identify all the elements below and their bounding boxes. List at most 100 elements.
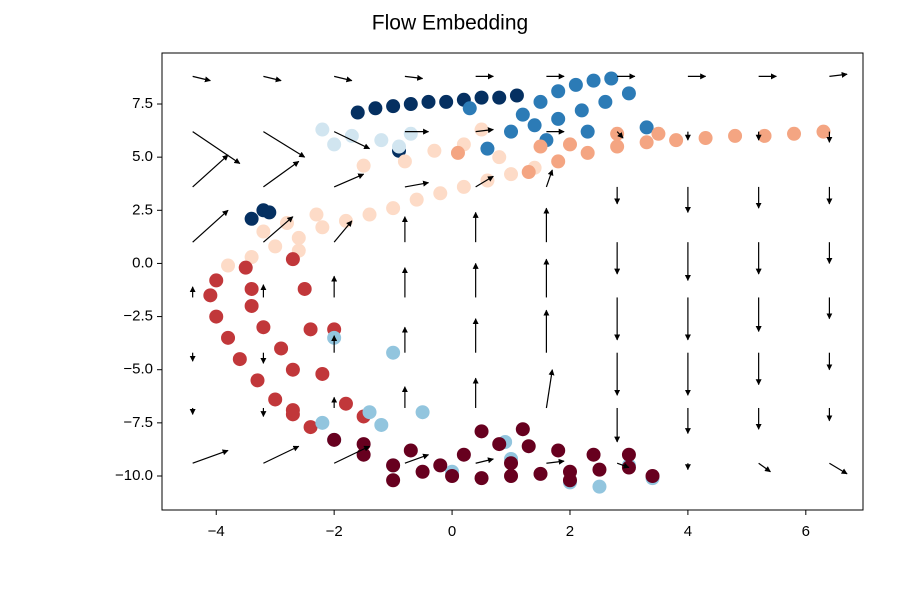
point	[480, 173, 495, 188]
point	[250, 373, 265, 388]
y-tick-label: −5.0	[123, 361, 153, 378]
flow-arrow	[192, 75, 211, 83]
point	[397, 154, 412, 169]
point	[297, 281, 312, 296]
point	[244, 211, 259, 226]
point	[515, 107, 530, 122]
point	[303, 420, 318, 435]
point	[362, 405, 377, 420]
x-tick-label: 2	[566, 523, 574, 540]
point	[551, 111, 566, 126]
point	[698, 131, 713, 146]
point	[669, 133, 684, 148]
y-tick-label: 2.5	[132, 201, 153, 218]
flow-arrow	[192, 449, 229, 464]
point	[274, 341, 289, 356]
point	[421, 94, 436, 109]
point	[445, 468, 460, 483]
y-tick-label: 0.0	[132, 254, 153, 271]
flow-arrow	[616, 131, 624, 139]
flow-arrow	[404, 74, 424, 81]
point	[621, 86, 636, 101]
point	[374, 417, 389, 432]
point	[221, 258, 236, 273]
point	[392, 139, 407, 154]
point	[474, 471, 489, 486]
flow-arrow	[263, 131, 306, 158]
point	[285, 362, 300, 377]
point	[338, 396, 353, 411]
point	[551, 154, 566, 169]
point	[221, 330, 236, 345]
point	[350, 105, 365, 120]
point	[315, 122, 330, 137]
point	[639, 120, 654, 135]
point	[610, 126, 625, 141]
point	[327, 432, 342, 447]
point	[439, 94, 454, 109]
point	[256, 224, 271, 239]
point	[356, 158, 371, 173]
point	[604, 71, 619, 86]
flow-arrow	[263, 75, 282, 83]
flow-arrow	[616, 462, 630, 469]
flow-arrow	[829, 71, 848, 78]
x-tick-label: 0	[448, 523, 456, 540]
flow-arrow	[263, 160, 300, 188]
y-tick-label: 5.0	[132, 148, 153, 165]
point	[403, 97, 418, 112]
point	[386, 201, 401, 216]
flow-arrow	[333, 220, 353, 243]
point	[651, 126, 666, 141]
point	[427, 143, 442, 158]
point	[433, 186, 448, 201]
point	[527, 118, 542, 133]
point	[386, 345, 401, 360]
y-tick-label: −7.5	[123, 414, 153, 431]
point	[232, 352, 247, 367]
x-tick-label: −4	[208, 523, 225, 540]
point	[610, 139, 625, 154]
point	[592, 462, 607, 477]
point	[386, 473, 401, 488]
flow-arrow	[263, 445, 300, 464]
point	[403, 126, 418, 141]
point	[474, 424, 489, 439]
flow-arrow	[192, 131, 241, 165]
y-tick-label: −10.0	[115, 467, 153, 484]
point	[433, 458, 448, 473]
point	[586, 73, 601, 88]
plot-frame	[161, 52, 864, 511]
flow-arrow	[475, 175, 494, 188]
point	[533, 139, 548, 154]
point	[362, 207, 377, 222]
point	[209, 309, 224, 324]
point	[262, 205, 277, 220]
flow-arrow	[404, 180, 430, 188]
flow-arrow	[192, 154, 229, 188]
flow-arrow	[333, 445, 371, 464]
point	[456, 179, 471, 194]
x-tick-label: −2	[326, 523, 343, 540]
flow-arrow	[192, 209, 229, 243]
point	[757, 128, 772, 143]
x-tick-label: 6	[802, 523, 810, 540]
point	[415, 464, 430, 479]
point	[462, 101, 477, 116]
point	[580, 145, 595, 160]
point	[586, 447, 601, 462]
point	[816, 124, 831, 139]
flow-arrow	[758, 462, 771, 473]
point	[521, 439, 536, 454]
point	[244, 298, 259, 313]
point	[450, 145, 465, 160]
point	[492, 90, 507, 105]
point	[315, 415, 330, 430]
point	[598, 94, 613, 109]
point	[315, 366, 330, 381]
point	[403, 443, 418, 458]
y-tick-label: 7.5	[132, 95, 153, 112]
point	[268, 392, 283, 407]
point	[521, 165, 536, 180]
